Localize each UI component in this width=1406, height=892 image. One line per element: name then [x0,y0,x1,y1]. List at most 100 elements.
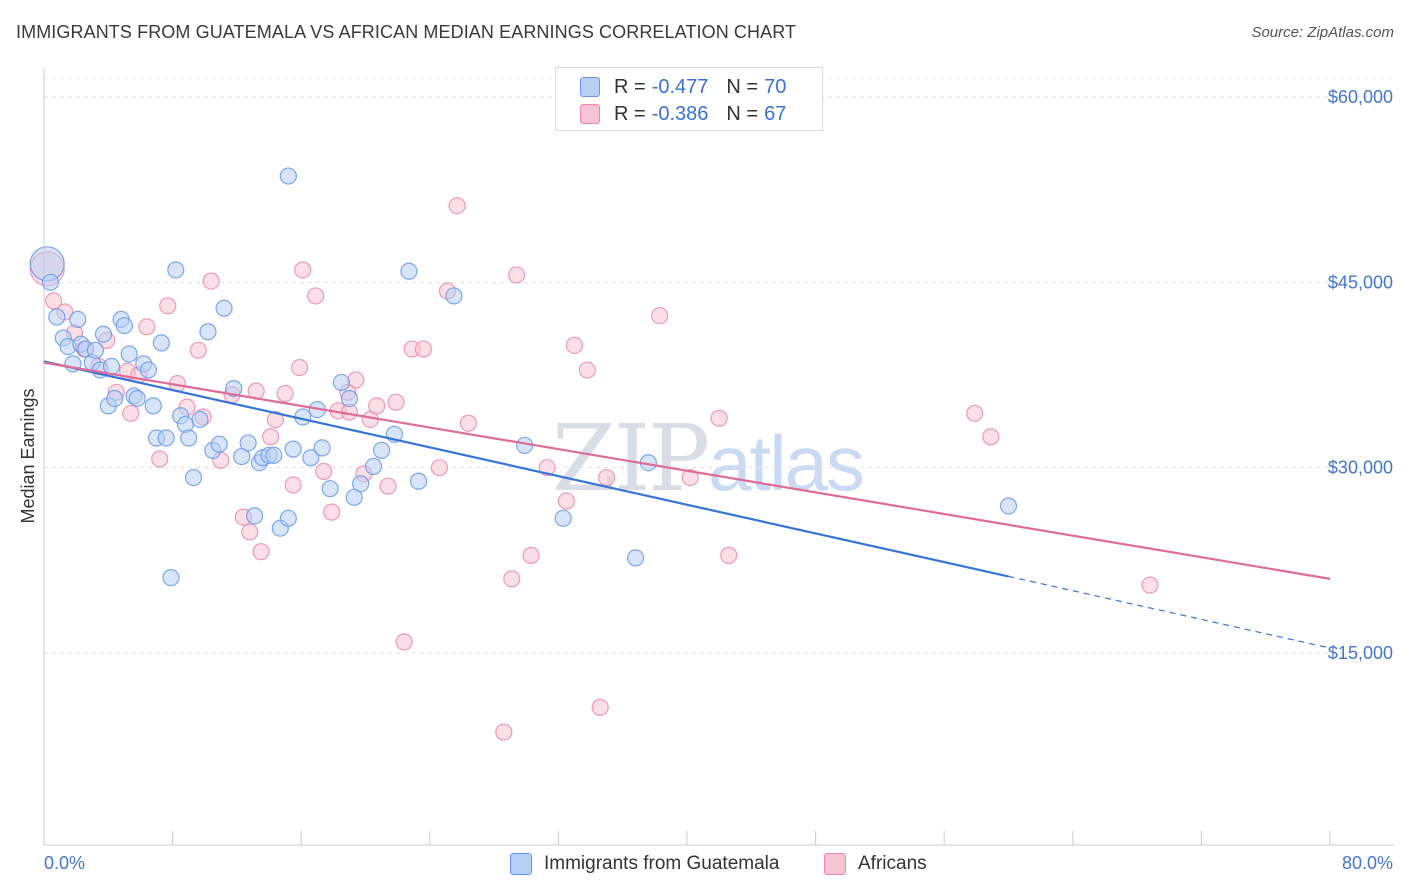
guatemala-point [94,325,113,343]
guatemala-point [364,457,383,476]
bottom-legend-label-guatemala: Immigrants from Guatemala [544,853,780,874]
guatemala-point [128,389,146,408]
y-axis-title: Median Earnings [18,388,38,523]
guatemala-point [999,497,1018,515]
africans-point [323,503,341,521]
guatemala-point [115,316,133,335]
africans-point [522,546,540,564]
africans-point [982,428,1000,446]
africans-trend-line [43,361,1331,580]
y-tick-label: $60,000 [1328,87,1393,107]
legend-n-label: N = [726,102,759,125]
africans-point [414,340,432,358]
africans-point [290,358,309,377]
bottom-legend-swatch-africans [824,853,846,875]
watermark-zip: ZIP [552,405,710,512]
africans-point [151,450,169,468]
watermark-atlas: atlas [708,419,865,507]
guatemala-point [157,429,175,447]
guatemala-point [321,480,339,498]
guatemala-point [626,549,645,567]
source-label: Source: ZipAtlas.com [1251,24,1394,41]
guatemala-point [279,509,297,527]
guatemala-point [352,475,370,493]
guatemala-point [409,472,428,490]
guatemala-point [313,439,331,457]
africans-point [557,492,576,510]
africans-point [459,414,477,432]
africans-point [138,318,156,336]
guatemala-point [191,410,209,429]
legend-r-label: R = [614,102,646,125]
guatemala-point [152,334,170,352]
africans-point [720,546,738,564]
africans-point [307,287,325,305]
africans-point [448,197,466,215]
guatemala-point [225,379,243,398]
y-tick-label: $30,000 [1328,458,1393,478]
africans-point [430,459,449,477]
africans-point [159,297,177,315]
guatemala-point [284,440,302,458]
legend-n-value: 70 [764,75,787,98]
bottom-legend-guatemala: Immigrants from Guatemala [510,851,779,877]
axes [43,68,1394,846]
guatemala-point [86,341,105,359]
legend-n-label: N = [726,75,759,98]
africans-point [347,371,365,389]
africans-point [122,404,140,422]
africans-point [315,462,333,480]
trend-lines [43,360,1331,649]
legend-r-value: -0.386 [651,102,709,125]
guatemala-point [162,569,180,587]
guatemala-point [69,310,87,328]
guatemala-point [120,345,138,363]
y-tick-label: $45,000 [1328,272,1393,292]
africans-point [276,384,294,403]
guatemala-point [302,449,320,467]
guatemala-point [245,507,264,525]
chart-title: IMMIGRANTS FROM GUATEMALA VS AFRICAN MED… [16,22,797,42]
africans-point [387,393,405,411]
guatemala-point [199,323,217,341]
africans-point [241,523,259,541]
africans-point [651,307,669,325]
guatemala-point [372,441,391,459]
legend-n-value: 67 [764,102,787,125]
africans-point [189,341,207,359]
africans-point [379,477,397,495]
africans-point [681,468,699,487]
africans-point [598,468,616,487]
guatemala-point [400,262,418,280]
guatemala-point [215,299,233,317]
guatemala-point [332,373,350,392]
legend-swatch-guatemala [580,77,600,97]
guatemala-point [41,273,60,291]
africans-point [1141,576,1159,594]
guatemala-point [265,446,283,464]
guatemala-point [554,509,572,527]
data-points [29,167,1159,741]
bottom-legend-swatch-guatemala [510,853,532,875]
africans-point [202,272,220,290]
bottom-legend-africans: Africans [824,851,927,877]
guatemala-point [144,397,162,415]
africans-point [294,261,312,279]
guatemala-point [279,167,297,185]
africans-point [508,266,526,284]
guatemala-point [340,389,359,408]
guatemala-trend-extension [1008,575,1331,649]
bottom-legend-label-africans: Africans [858,853,927,874]
africans-point [710,409,728,427]
guatemala-point [210,435,228,453]
guatemala-point [139,361,158,379]
legend-swatch-africans [580,104,600,124]
legend-r-label: R = [614,75,646,98]
guatemala-point [239,434,257,452]
africans-point [578,361,596,379]
guatemala-point [48,308,66,326]
stats-legend: R = -0.477 N = 70 R = -0.386 N = 67 [555,67,823,131]
africans-point [395,633,413,651]
x-tick-label-max: 80.0% [1342,853,1393,873]
